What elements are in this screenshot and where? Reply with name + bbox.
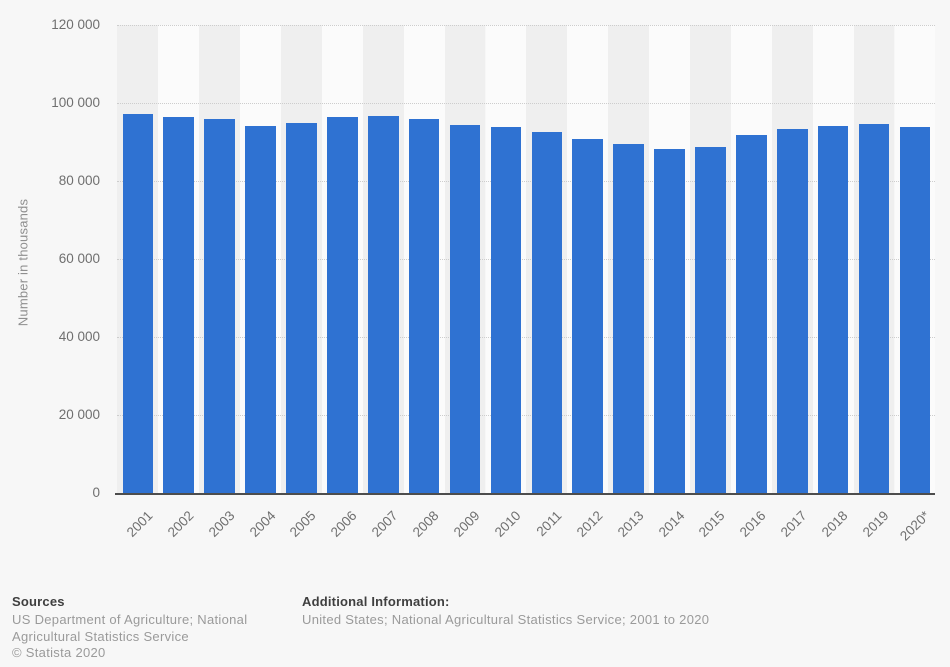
bar-2020* (899, 126, 931, 493)
x-axis-label-2001: 2001 (123, 508, 156, 540)
bar-2015 (695, 147, 726, 493)
x-axis-label-2010: 2010 (491, 508, 524, 540)
bar-2001 (122, 113, 154, 493)
y-axis-tick-label: 120 000 (51, 17, 100, 32)
y-axis-tick-label: 40 000 (58, 329, 100, 344)
y-axis-tick-label: 20 000 (58, 407, 100, 422)
bar-2008 (408, 119, 440, 493)
sources-block: Sources US Department of Agriculture; Na… (12, 594, 294, 662)
sources-heading: Sources (12, 594, 65, 609)
gridline (117, 25, 936, 26)
gridline (117, 415, 936, 416)
bar-2019 (858, 124, 890, 493)
x-axis-label-2014: 2014 (655, 508, 688, 540)
y-axis-tick-label: 80 000 (58, 173, 100, 188)
x-axis-label-2006: 2006 (328, 508, 360, 540)
x-axis-label-2002: 2002 (164, 508, 197, 540)
x-axis-label-2003: 2003 (205, 508, 238, 540)
bar-2003 (204, 118, 235, 493)
bar-2012 (572, 139, 604, 493)
bar-2014 (654, 148, 685, 493)
bar-2005 (286, 122, 317, 493)
x-axis-label-2009: 2009 (450, 508, 483, 540)
x-axis-label-2011: 2011 (533, 508, 565, 540)
gridline (117, 181, 936, 182)
x-axis-label-2004: 2004 (246, 508, 279, 540)
x-axis-label-2019: 2019 (859, 508, 892, 540)
copyright-notice: © Statista 2020 (12, 645, 106, 660)
y-axis-tick-label: 60 000 (58, 251, 100, 266)
y-axis-tick-label: 100 000 (51, 95, 100, 110)
bar-2010 (490, 127, 522, 493)
gridline (117, 259, 936, 260)
x-axis-label-2017: 2017 (778, 508, 810, 540)
x-axis-label-2013: 2013 (614, 508, 647, 540)
x-axis-label-2020*: 2020* (896, 508, 933, 544)
additional-info-heading: Additional Information: (302, 594, 450, 609)
bar-2011 (531, 131, 563, 493)
y-axis-tick-label: 0 (92, 485, 100, 500)
x-axis-label-2007: 2007 (369, 508, 401, 540)
x-axis-label-2018: 2018 (818, 508, 851, 540)
bar-2018 (817, 126, 849, 493)
bar-2013 (613, 143, 644, 493)
bar-2007 (367, 116, 399, 493)
gridline (117, 103, 936, 104)
bar-2002 (163, 116, 195, 493)
sources-text: US Department of Agriculture; National A… (12, 612, 248, 644)
gridline (117, 337, 936, 338)
bar-2006 (327, 117, 358, 493)
additional-info-block: Additional Information: United States; N… (302, 594, 902, 629)
bar-2016 (736, 135, 767, 493)
x-axis-label-2012: 2012 (573, 508, 606, 540)
x-axis-label-2008: 2008 (409, 508, 442, 540)
x-axis-label-2005: 2005 (287, 508, 320, 540)
x-axis-line (115, 493, 936, 495)
bar-2009 (449, 124, 481, 493)
bar-2004 (245, 126, 276, 493)
x-axis-label-2016: 2016 (737, 508, 769, 540)
additional-info-text: United States; National Agricultural Sta… (302, 612, 710, 627)
x-axis-label-2015: 2015 (696, 508, 729, 540)
bar-2017 (776, 129, 808, 493)
